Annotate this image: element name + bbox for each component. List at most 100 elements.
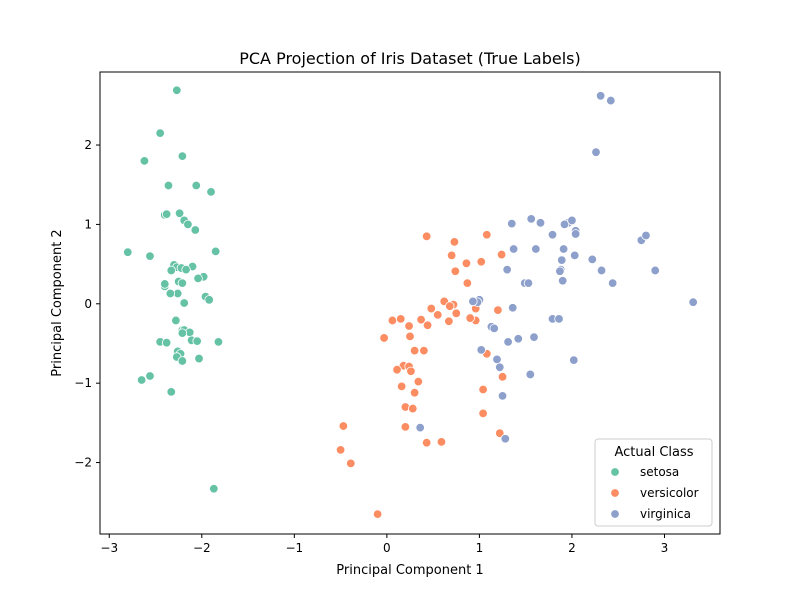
legend: Actual Class setosa versicolor virginica: [594, 438, 713, 527]
versicolor-point: [409, 345, 420, 356]
versicolor-point: [497, 372, 508, 382]
virginica-point: [591, 147, 601, 157]
versicolor-point: [436, 437, 447, 447]
versicolor-point: [416, 314, 426, 325]
x-axis-ticks: −3 −2 −1 0 1 2 3: [100, 534, 668, 555]
virginica-point: [468, 296, 478, 307]
versicolor-point: [421, 231, 432, 242]
legend-label-virginica: virginica: [640, 507, 691, 521]
x-tick-label: 3: [661, 541, 669, 555]
setosa-point: [139, 156, 150, 166]
virginica-point: [650, 265, 660, 276]
versicolor-point: [421, 438, 432, 448]
virginica-point: [529, 332, 539, 342]
chart-title: PCA Projection of Iris Dataset (True Lab…: [239, 49, 581, 68]
virginica-point: [523, 278, 534, 288]
series-setosa: [123, 85, 224, 494]
virginica-point: [500, 434, 511, 444]
setosa-point: [160, 279, 170, 289]
series-virginica: [415, 91, 698, 444]
virginica-point: [508, 244, 519, 254]
virginica-point: [502, 264, 512, 275]
versicolor-point: [451, 308, 461, 319]
versicolor-point: [478, 408, 488, 419]
setosa-point: [191, 180, 201, 191]
versicolor-point: [478, 384, 488, 395]
setosa-point: [163, 180, 174, 191]
versicolor-point: [400, 422, 411, 432]
virginica-point: [587, 254, 598, 265]
virginica-point: [492, 354, 502, 365]
virginica-point: [641, 230, 651, 241]
versicolor-point: [476, 257, 486, 267]
versicolor-point: [496, 249, 507, 260]
versicolor-point: [404, 321, 414, 331]
virginica-point: [531, 244, 541, 254]
series-versicolor: [335, 230, 508, 519]
y-tick-label: −1: [74, 376, 92, 390]
virginica-point: [497, 391, 508, 401]
setosa-point: [181, 264, 191, 275]
virginica-point: [606, 95, 616, 106]
virginica-point: [526, 214, 536, 224]
versicolor-point: [450, 266, 461, 276]
versicolor-point: [335, 445, 346, 455]
virginica-point: [547, 230, 558, 240]
y-tick-label: 1: [84, 217, 92, 231]
setosa-point: [190, 225, 201, 235]
setosa-point: [183, 219, 193, 230]
setosa-point: [213, 337, 224, 347]
legend-frame: [594, 438, 713, 527]
legend-entries: setosa versicolor virginica: [610, 465, 699, 521]
setosa-point: [136, 375, 147, 385]
versicolor-point: [408, 403, 418, 414]
versicolor-point: [422, 320, 433, 330]
x-tick-label: −2: [193, 541, 211, 555]
versicolor-point: [462, 278, 473, 288]
virginica-point: [525, 369, 536, 380]
versicolor-point: [444, 316, 454, 326]
setosa-point: [155, 128, 165, 138]
legend-marker-setosa: [610, 467, 620, 477]
y-axis-label: Principal Component 2: [50, 229, 65, 376]
virginica-point: [570, 229, 581, 239]
setosa-point: [174, 208, 185, 219]
legend-marker-versicolor: [610, 488, 620, 498]
virginica-point: [513, 334, 523, 344]
setosa-point: [172, 85, 182, 95]
setosa-point: [194, 353, 204, 364]
virginica-point: [554, 314, 564, 324]
versicolor-point: [387, 315, 398, 326]
points-layer: [123, 85, 698, 519]
versicolor-point: [461, 258, 472, 269]
legend-label-versicolor: versicolor: [640, 486, 699, 500]
versicolor-point: [346, 458, 356, 469]
versicolor-point: [465, 313, 475, 323]
virginica-point: [558, 244, 569, 254]
setosa-point: [171, 315, 181, 326]
setosa-point: [177, 356, 188, 366]
setosa-point: [145, 371, 155, 381]
y-tick-label: 2: [84, 138, 92, 152]
versicolor-point: [392, 364, 402, 375]
x-tick-label: 0: [383, 541, 391, 555]
virginica-point: [555, 266, 565, 276]
setosa-point: [161, 209, 172, 219]
virginica-point: [569, 355, 579, 365]
versicolor-point: [449, 237, 460, 247]
virginica-point: [535, 218, 546, 228]
setosa-point: [193, 273, 203, 284]
legend-title: Actual Class: [614, 445, 693, 460]
versicolor-point: [495, 428, 505, 438]
virginica-point: [595, 91, 606, 101]
virginica-point: [489, 323, 499, 334]
versicolor-point: [379, 333, 389, 343]
virginica-point: [596, 265, 607, 276]
x-tick-label: −1: [285, 541, 303, 555]
setosa-point: [177, 151, 188, 161]
versicolor-point: [405, 331, 415, 342]
virginica-point: [507, 218, 517, 229]
versicolor-point: [482, 230, 492, 240]
x-tick-label: −3: [100, 541, 118, 555]
